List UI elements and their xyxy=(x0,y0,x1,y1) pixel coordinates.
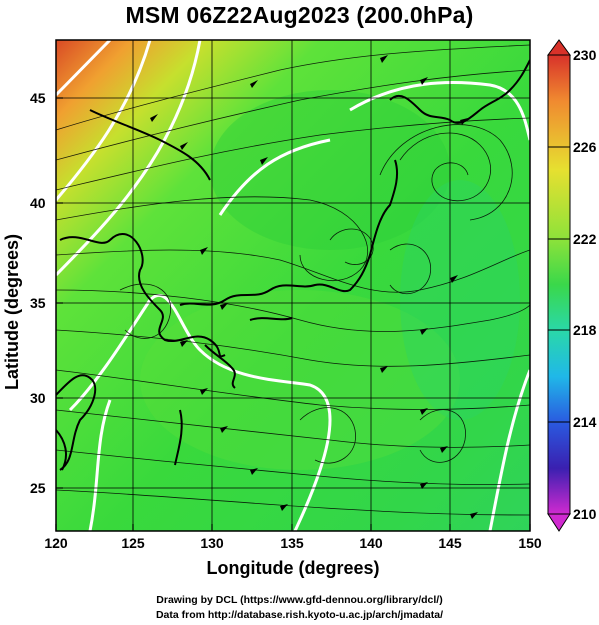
colorbar-tick-label: 210 xyxy=(573,506,597,522)
colorbar-tick-label: 230 xyxy=(573,47,597,63)
credit-data-source: Data from http://database.rish.kyoto-u.a… xyxy=(155,609,444,621)
x-tick-label: 130 xyxy=(200,535,224,551)
x-tick-label: 145 xyxy=(438,535,462,551)
colorbar-tick-label: 214 xyxy=(573,414,597,430)
y-tick-label: 45 xyxy=(30,90,46,106)
x-tick-label: 120 xyxy=(44,535,68,551)
y-tick-label: 35 xyxy=(30,295,46,311)
coastlines xyxy=(56,59,530,471)
map-panel xyxy=(55,39,531,532)
credit-drawing: Drawing by DCL (https://www.gfd-dennou.o… xyxy=(156,594,443,606)
map-title: MSM 06Z22Aug2023 (200.0hPa) xyxy=(125,2,474,28)
axis-ticks xyxy=(55,97,531,531)
x-tick-label: 140 xyxy=(359,535,383,551)
y-tick-label: 25 xyxy=(30,480,46,496)
x-tick-label: 150 xyxy=(518,535,542,551)
x-axis-label: Longitude (degrees) xyxy=(206,558,380,578)
y-axis-label: Latitude (degrees) xyxy=(2,233,22,390)
colorbar-tick-label: 222 xyxy=(573,231,597,247)
map-frame xyxy=(55,39,531,532)
colorbar-tick-label: 218 xyxy=(573,322,597,338)
isotherm-contours xyxy=(56,40,530,531)
stream-arrows xyxy=(150,55,478,519)
streamlines xyxy=(56,44,530,516)
colorbar-tick-label: 226 xyxy=(573,139,597,155)
y-tick-label: 40 xyxy=(30,195,46,211)
y-tick-label: 30 xyxy=(30,390,46,406)
x-tick-label: 125 xyxy=(121,535,145,551)
colorbar xyxy=(547,39,571,532)
x-tick-label: 135 xyxy=(280,535,304,551)
